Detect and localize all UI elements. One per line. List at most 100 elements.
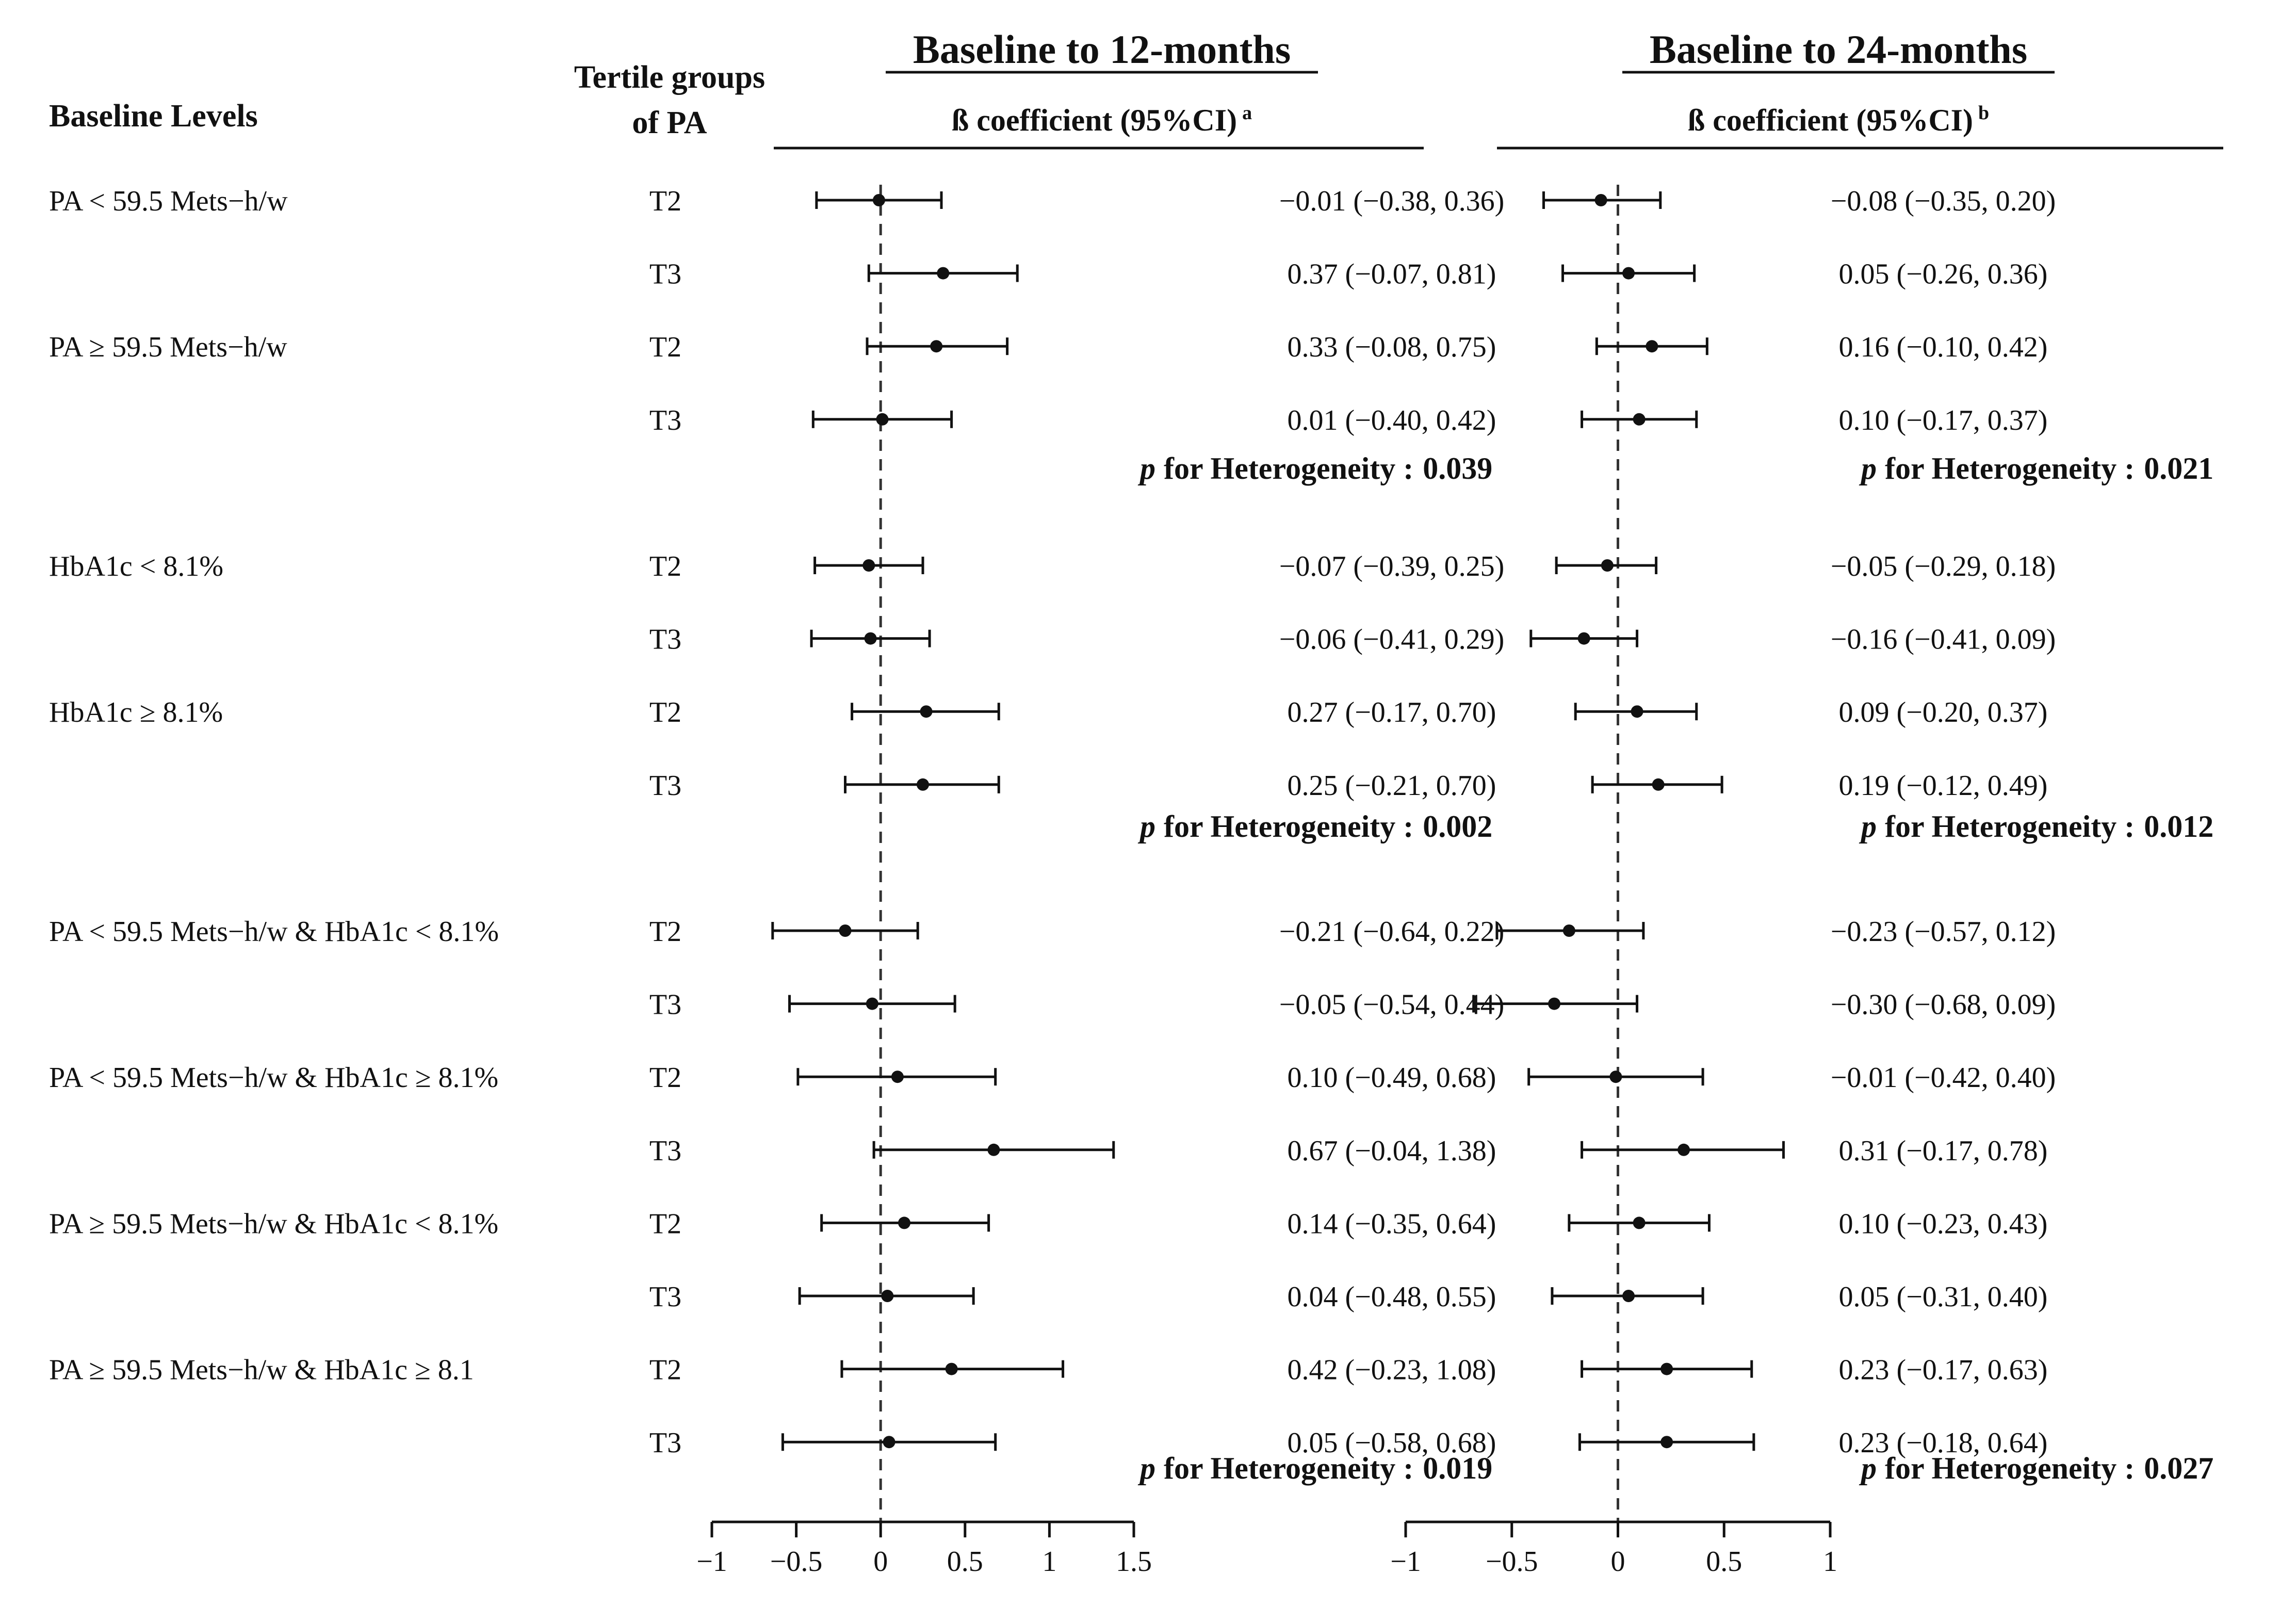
panel-subtitle: ß coefficient (95%CI) a (952, 102, 1252, 137)
x-tick-label: −0.5 (770, 1546, 823, 1578)
panel-subtitle-superscript: b (1978, 102, 1989, 124)
point-estimate (872, 194, 885, 206)
point-estimate (937, 267, 950, 280)
panel-title: Baseline to 24-months (1650, 27, 2027, 72)
point-estimate (917, 778, 929, 791)
point-estimate (1660, 1362, 1673, 1375)
heterogeneity-label: p for Heterogeneity : 0.012 (1859, 809, 2213, 843)
heterogeneity-p-value: 0.012 (2144, 809, 2213, 843)
tertile-label: T3 (649, 624, 681, 656)
x-tick-label: −1 (1390, 1546, 1421, 1578)
panel-subtitle-text: ß coefficient (95%CI) (952, 103, 1237, 137)
point-estimate (898, 1216, 911, 1229)
tertile-label: T2 (649, 696, 681, 728)
point-estimate (1609, 1070, 1622, 1083)
estimate-label: −0.08 (−0.35, 0.20) (1831, 185, 2056, 217)
point-estimate (1548, 997, 1561, 1010)
estimate-label: 0.31 (−0.17, 0.78) (1839, 1135, 2048, 1167)
x-tick-label: −0.5 (1486, 1546, 1538, 1578)
tertile-label: T2 (649, 916, 681, 948)
tertile-label: T2 (649, 1208, 681, 1240)
estimate-label: −0.07 (−0.39, 0.25) (1279, 550, 1504, 582)
estimate-label: 0.25 (−0.21, 0.70) (1288, 770, 1496, 802)
x-tick-label: 0.5 (1706, 1546, 1742, 1578)
x-tick-label: 1 (1823, 1546, 1837, 1578)
point-estimate (1622, 1290, 1635, 1302)
point-estimate (987, 1143, 1000, 1156)
header-tertile-line2: of PA (632, 105, 707, 140)
estimate-label: 0.27 (−0.17, 0.70) (1288, 696, 1496, 728)
row-labels: PA < 59.5 Mets−h/w T2 T3 PA ≥ 59.5 Mets−h/w… (49, 185, 681, 1459)
estimate-label: −0.21 (−0.64, 0.22) (1279, 916, 1504, 948)
heterogeneity-p-symbol: p (1137, 1451, 1155, 1485)
heterogeneity-p-symbol: p (1859, 1451, 1877, 1485)
header-baseline-levels: Baseline Levels (49, 99, 258, 134)
group-label: PA < 59.5 Mets−h/w & HbA1c < 8.1% (49, 916, 499, 948)
estimate-label: −0.16 (−0.41, 0.09) (1831, 624, 2056, 656)
heterogeneity-p-value: 0.039 (1423, 451, 1492, 485)
point-estimate (1594, 194, 1607, 206)
tertile-label: T2 (649, 185, 681, 217)
group-label: PA ≥ 59.5 Mets−h/w & HbA1c ≥ 8.1 (49, 1354, 474, 1386)
estimate-label: 0.05 (−0.58, 0.68) (1288, 1427, 1496, 1459)
point-estimate (866, 997, 878, 1010)
point-estimate (1631, 705, 1643, 718)
estimate-label: −0.01 (−0.38, 0.36) (1279, 185, 1504, 217)
estimate-label: 0.05 (−0.26, 0.36) (1839, 258, 2048, 290)
group-label: PA ≥ 59.5 Mets−h/w & HbA1c < 8.1% (49, 1208, 498, 1240)
point-estimate (920, 705, 933, 718)
heterogeneity-text: for Heterogeneity : (1885, 1451, 2135, 1485)
panel-subtitle: ß coefficient (95%CI) b (1688, 102, 1989, 137)
estimate-label: −0.06 (−0.41, 0.29) (1279, 624, 1504, 656)
heterogeneity-text: for Heterogeneity : (1164, 451, 1413, 485)
heterogeneity-label: p for Heterogeneity : 0.021 (1859, 451, 2213, 485)
point-estimate (876, 413, 889, 426)
x-tick-label: 1.5 (1116, 1546, 1152, 1578)
heterogeneity-p-symbol: p (1137, 451, 1155, 485)
point-estimate (862, 559, 875, 572)
group-label: HbA1c < 8.1% (49, 550, 223, 582)
point-estimate (1633, 1216, 1646, 1229)
tertile-label: T3 (649, 258, 681, 290)
estimate-label: 0.10 (−0.23, 0.43) (1839, 1208, 2048, 1240)
point-estimate (1646, 340, 1658, 353)
x-tick-label: 1 (1042, 1546, 1056, 1578)
tertile-label: T3 (649, 404, 681, 436)
heterogeneity-text: for Heterogeneity : (1164, 1451, 1413, 1485)
point-estimate (881, 1290, 894, 1302)
tertile-label: T2 (649, 550, 681, 582)
estimate-label: 0.09 (−0.20, 0.37) (1839, 696, 2048, 728)
estimate-label: 0.05 (−0.31, 0.40) (1839, 1281, 2048, 1313)
panel-12-months: Baseline to 12-months ß coefficient (95%C… (696, 27, 1504, 1578)
estimate-label: 0.23 (−0.18, 0.64) (1839, 1427, 2048, 1459)
heterogeneity-p-value: 0.027 (2144, 1451, 2213, 1485)
point-estimate (945, 1362, 958, 1375)
estimate-label: 0.10 (−0.49, 0.68) (1288, 1062, 1496, 1094)
estimate-label: 0.14 (−0.35, 0.64) (1288, 1208, 1496, 1240)
heterogeneity-p-symbol: p (1859, 809, 1877, 843)
tertile-label: T3 (649, 989, 681, 1021)
heterogeneity-text: for Heterogeneity : (1885, 809, 2135, 843)
estimate-label: 0.10 (−0.17, 0.37) (1839, 404, 2048, 436)
tertile-label: T2 (649, 331, 681, 363)
x-tick-label: −1 (696, 1546, 727, 1578)
tertile-label: T3 (649, 770, 681, 802)
estimate-label: 0.04 (−0.48, 0.55) (1288, 1281, 1496, 1313)
estimate-label: −0.30 (−0.68, 0.09) (1831, 989, 2056, 1021)
heterogeneity-p-value: 0.021 (2144, 451, 2213, 485)
estimate-label: −0.05 (−0.29, 0.18) (1831, 550, 2056, 582)
point-estimate (1652, 778, 1665, 791)
estimate-label: −0.01 (−0.42, 0.40) (1831, 1062, 2056, 1094)
heterogeneity-p-value: 0.019 (1423, 1451, 1492, 1485)
point-estimate (883, 1436, 895, 1449)
point-estimate (1577, 632, 1590, 645)
tertile-label: T3 (649, 1135, 681, 1167)
point-estimate (864, 632, 877, 645)
tertile-label: T2 (649, 1062, 681, 1094)
point-estimate (891, 1070, 904, 1083)
panel-subtitle-superscript: a (1242, 102, 1252, 124)
panel-subtitle-text: ß coefficient (95%CI) (1688, 103, 1973, 137)
group-label: PA < 59.5 Mets−h/w & HbA1c ≥ 8.1% (49, 1062, 498, 1094)
